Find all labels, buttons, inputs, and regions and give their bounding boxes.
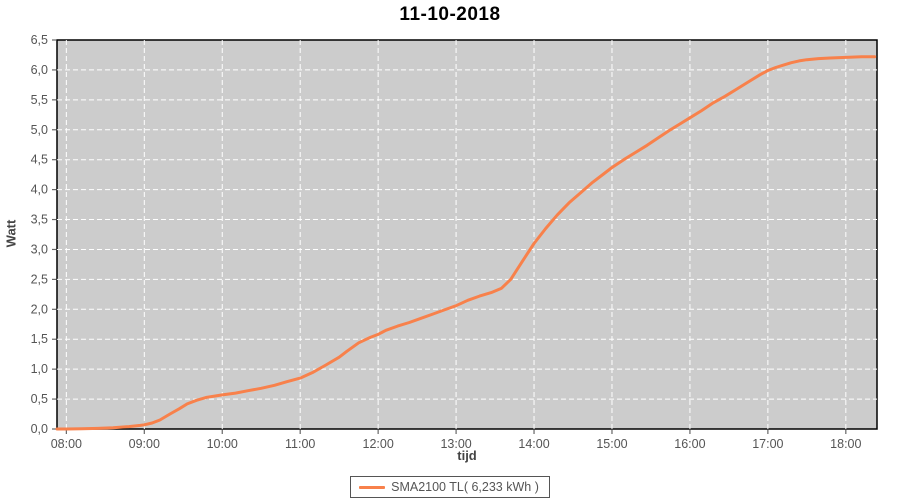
x-tick-label: 08:00: [51, 437, 82, 451]
plot-background: [56, 39, 878, 430]
legend-label: SMA2100 TL( 6,233 kWh ): [391, 480, 539, 494]
y-tick-label: 1,0: [31, 362, 48, 376]
y-tick-label: 0,5: [31, 392, 48, 406]
y-tick-label: 0,0: [31, 422, 48, 436]
legend-box: SMA2100 TL( 6,233 kWh ): [350, 476, 550, 498]
x-tick-label: 14:00: [518, 437, 549, 451]
y-tick-label: 6,0: [31, 63, 48, 77]
x-axis-title: tijd: [457, 448, 477, 463]
series-line: [55, 55, 877, 431]
y-tick-label: 2,5: [31, 272, 48, 286]
y-tick-label: 3,5: [31, 213, 48, 227]
legend: SMA2100 TL( 6,233 kWh ): [0, 476, 900, 498]
x-tick-label: 16:00: [674, 437, 705, 451]
y-tick-label: 4,0: [31, 183, 48, 197]
y-tick-label: 3,0: [31, 242, 48, 256]
x-tick-label: 18:00: [830, 437, 861, 451]
x-tick-label: 17:00: [752, 437, 783, 451]
y-tick-label: 1,5: [31, 332, 48, 346]
x-tick-label: 10:00: [207, 437, 238, 451]
x-tick-label: 11:00: [285, 437, 315, 451]
legend-line-swatch: [359, 485, 386, 489]
x-tick-label: 15:00: [596, 437, 627, 451]
y-tick-label: 2,0: [31, 302, 48, 316]
x-tick-label: 13:00: [440, 437, 471, 451]
x-tick-label: 12:00: [363, 437, 394, 451]
y-tick-label: 5,0: [31, 123, 48, 137]
x-tick-label: 09:00: [129, 437, 160, 451]
chart-title: 11-10-2018: [399, 4, 501, 25]
y-tick-label: 4,5: [31, 153, 48, 167]
y-tick-label: 6,5: [31, 33, 48, 47]
y-tick-label: 5,5: [31, 93, 48, 107]
